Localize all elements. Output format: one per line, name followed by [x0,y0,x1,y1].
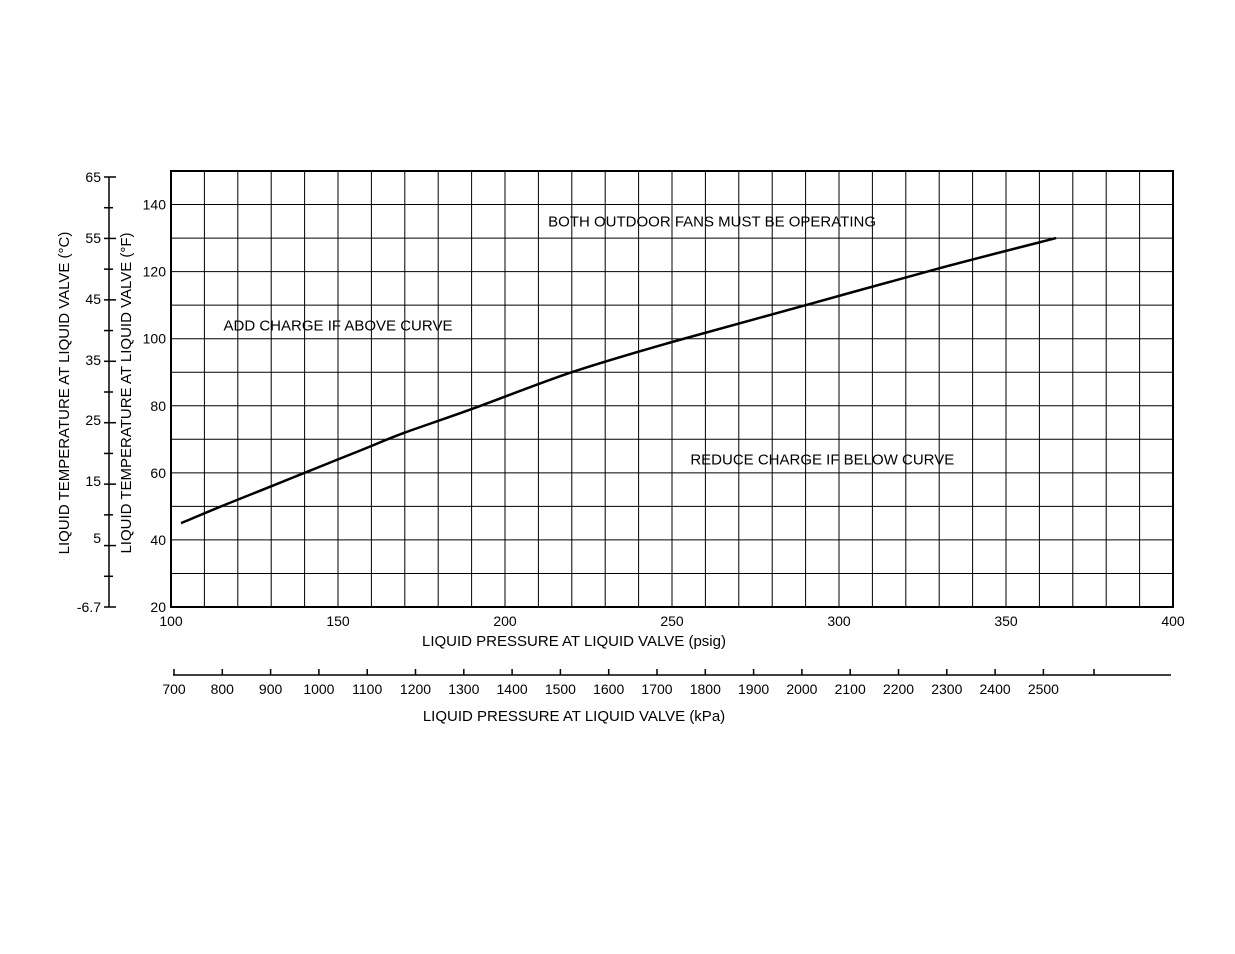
y-tick-label: 80 [150,398,166,414]
y-tick-label: 120 [143,264,167,280]
kpa-tick-label: 1800 [690,681,721,697]
y-axis-label: LIQUID TEMPERATURE AT LIQUID VALVE (°F) [118,232,135,553]
kpa-tick-label: 1400 [497,681,528,697]
kpa-tick-label: 2200 [883,681,914,697]
annotation: BOTH OUTDOOR FANS MUST BE OPERATING [548,213,876,230]
kpa-tick-label: 1000 [303,681,334,697]
y-tick-label: 100 [143,331,167,347]
y-axis-celsius: 65 55 45 35 25 15 5 -6.7 [77,169,116,615]
kpa-tick-label: 1300 [448,681,479,697]
x-tick-label: 300 [827,613,851,629]
kpa-tick-label: 1600 [593,681,624,697]
y-tick-label: 20 [150,599,166,615]
annotation: REDUCE CHARGE IF BELOW CURVE [690,451,954,468]
series-line [180,236,1057,525]
x-tick-label: 100 [159,613,183,629]
celsius-tick-label: 45 [85,291,101,307]
kpa-tick-label: 2300 [931,681,962,697]
celsius-tick-label: 65 [85,169,101,185]
celsius-tick-label: 5 [93,530,101,546]
secondary-x-axis-label: LIQUID PRESSURE AT LIQUID VALVE (kPa) [423,708,725,725]
celsius-tick-label: 55 [85,230,101,246]
kpa-tick-label: 2500 [1028,681,1059,697]
kpa-tick-label: 800 [211,681,235,697]
x-tick-label: 400 [1161,613,1185,629]
x-axis-kpa: 700 800 900 1000 1100 1200 1300 1400 1500 1600 170… [162,669,1171,697]
x-axis-label: LIQUID PRESSURE AT LIQUID VALVE (psig) [422,633,726,650]
kpa-tick-label: 900 [259,681,283,697]
kpa-tick-label: 1500 [545,681,576,697]
kpa-tick-label: 1700 [641,681,672,697]
y-tick-label: 60 [150,465,166,481]
curve-layer [180,236,1057,525]
x-tick-label: 200 [493,613,517,629]
kpa-tick-label: 1900 [738,681,769,697]
celsius-tick-label: 15 [85,473,101,489]
y-tick-label: 40 [150,532,166,548]
annotations: BOTH OUTDOOR FANS MUST BE OPERATING ADD C… [224,213,955,468]
x-tick-label: 250 [660,613,684,629]
celsius-tick-label: 35 [85,352,101,368]
y-tick-label: 140 [143,197,167,213]
x-tick-label: 350 [994,613,1018,629]
kpa-tick-label: 2000 [786,681,817,697]
kpa-tick-label: 2100 [835,681,866,697]
kpa-tick-label: 700 [162,681,186,697]
plot-frame [170,170,1174,608]
kpa-tick-label: 2400 [980,681,1011,697]
x-axis-psig: 100 150 200 250 300 350 400 [159,613,1185,629]
secondary-y-axis-label: LIQUID TEMPERATURE AT LIQUID VALVE (°C) [56,232,73,555]
celsius-tick-label: 25 [85,412,101,428]
kpa-tick-label: 1200 [400,681,431,697]
grid [171,171,1173,607]
y-axis-fahrenheit: 20 40 60 80 100 120 140 [143,197,167,615]
kpa-tick-label: 1100 [352,681,382,697]
celsius-tick-label: -6.7 [77,599,101,615]
annotation: ADD CHARGE IF ABOVE CURVE [224,317,453,334]
x-tick-label: 150 [326,613,350,629]
